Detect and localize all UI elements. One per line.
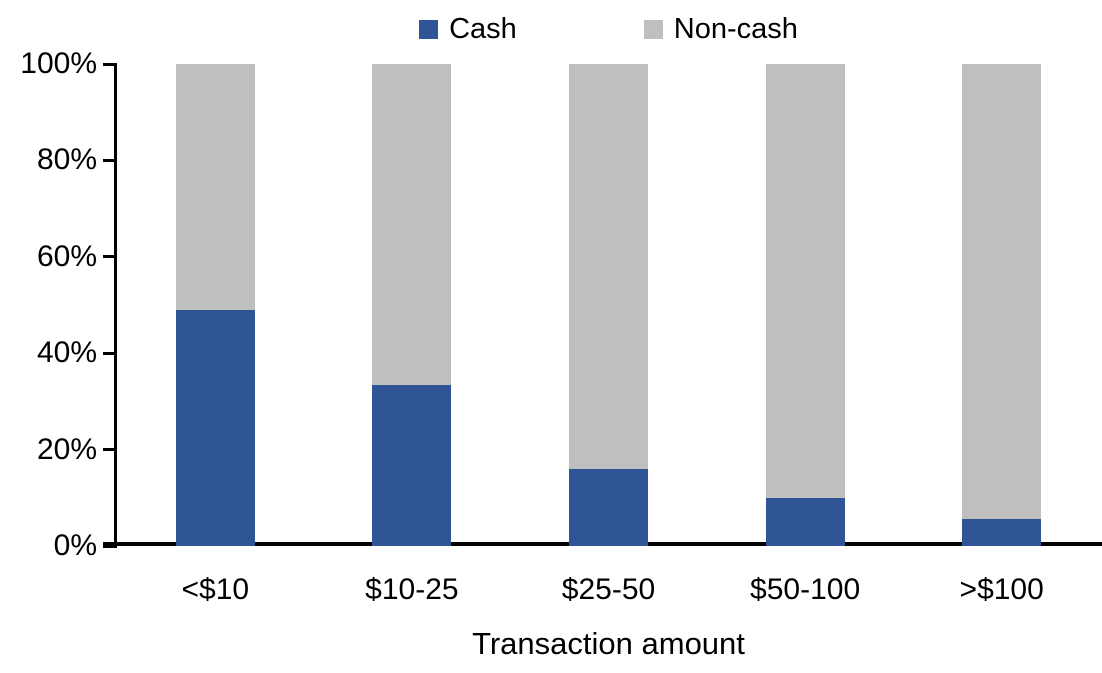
legend: Cash Non-cash	[117, 8, 1100, 50]
y-axis-tick-label: 40%	[36, 336, 97, 370]
y-axis-tick	[103, 255, 117, 259]
x-axis-category-label: $50-100	[750, 573, 861, 606]
legend-label: Cash	[449, 13, 517, 45]
legend-swatch-non-cash	[643, 19, 663, 39]
y-axis-tick	[103, 158, 117, 162]
x-axis-category-label: $25-50	[561, 573, 656, 606]
y-axis-tick-label: 100%	[20, 47, 97, 80]
plot-area	[103, 62, 1102, 548]
y-axis-line	[114, 64, 117, 546]
bar-segment-non-cash	[175, 64, 255, 310]
bar-segment-cash	[372, 384, 452, 546]
bar-segment-cash	[569, 468, 648, 546]
legend-label: Non-cash	[673, 13, 798, 45]
bar-segment-non-cash	[962, 64, 1042, 520]
x-axis-category-label: >$100	[959, 573, 1044, 606]
y-axis-tick	[103, 448, 117, 452]
bar-segment-cash	[765, 497, 845, 546]
bar-segment-non-cash	[372, 64, 452, 385]
x-axis-category-label: <$10	[181, 573, 250, 606]
legend-swatch-cash	[419, 19, 439, 39]
x-axis-category-label: $10-25	[365, 573, 459, 606]
y-axis-tick	[103, 544, 117, 548]
y-axis-tick	[103, 351, 117, 355]
bar-segment-non-cash	[765, 64, 845, 498]
legend-item-non-cash: Non-cash	[643, 12, 798, 46]
y-axis-tick-label: 20%	[36, 432, 97, 466]
y-axis-tick-label: 80%	[36, 143, 97, 177]
bar-segment-cash	[962, 519, 1042, 546]
x-axis-title: Transaction amount	[472, 626, 745, 661]
bar-segment-non-cash	[569, 64, 648, 469]
y-axis-tick	[103, 62, 117, 66]
y-axis-tick-label: 60%	[36, 239, 97, 273]
bar-segment-cash	[175, 309, 255, 546]
y-axis-tick-label: 0%	[53, 529, 97, 562]
legend-item-cash: Cash	[419, 12, 517, 46]
